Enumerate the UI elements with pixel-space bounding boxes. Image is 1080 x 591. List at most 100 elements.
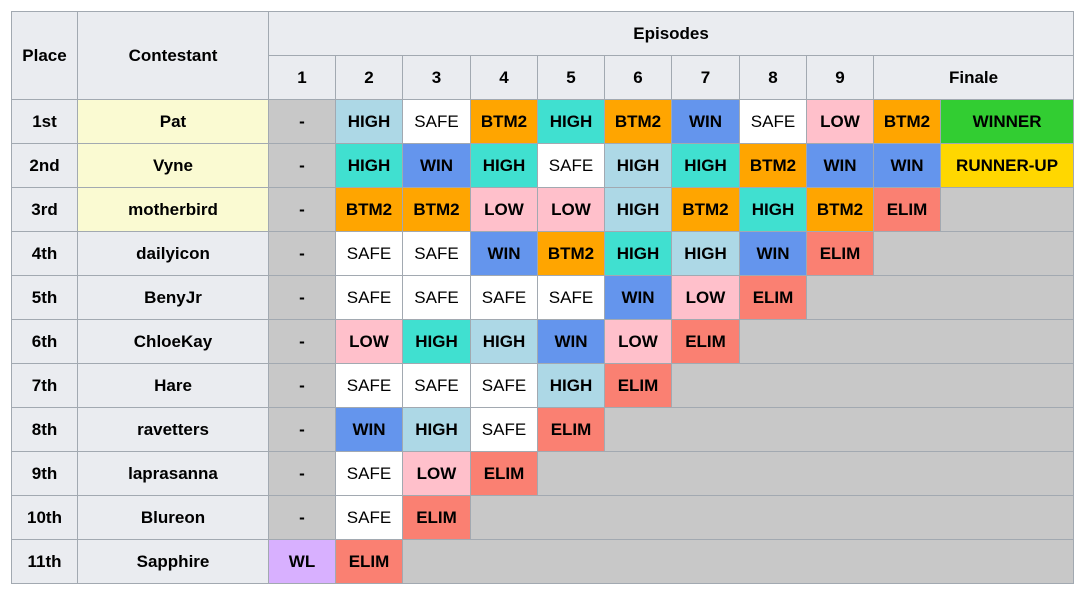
result: HIGH [671,231,740,276]
result: ELIM [873,187,941,232]
result: BTM2 [739,143,807,188]
result: ELIM [604,363,672,408]
contestant-name: Sapphire [77,539,269,584]
contestant-name: Hare [77,363,269,408]
result: WIN [604,275,672,320]
contestant-name: Blureon [77,495,269,540]
place: 8th [11,407,78,452]
result: WIN [873,143,941,188]
contestant-name: ChloeKay [77,319,269,364]
result: WIN [335,407,403,452]
result: BTM2 [335,187,403,232]
result: LOW [537,187,605,232]
result: HIGH [604,187,672,232]
result: ELIM [335,539,403,584]
episode-header: Finale [872,55,1075,100]
result: SAFE [537,143,605,188]
result: SAFE [335,275,403,320]
place: 10th [11,495,78,540]
result: WIN [470,231,538,276]
contestant-header: Contestant [77,11,269,100]
result: WIN [671,99,740,144]
result: WIN [402,143,471,188]
result: SAFE [470,363,538,408]
result: SAFE [537,275,605,320]
contestant-row: 10th Blureon - SAFE ELIM [11,495,1075,540]
contestant-row: 4th dailyicon - SAFE SAFE WIN BTM2 HIGH HIGH WIN E… [11,231,1075,276]
result: BTM2 [873,99,941,144]
result: - [268,451,336,496]
result: BTM2 [806,187,874,232]
result: - [268,187,336,232]
contestant-row: 2nd Vyne - HIGH WIN HIGH SAFE HIGH HIGH BTM2 WIN WI… [11,143,1075,188]
contestant-name: ravetters [77,407,269,452]
result: SAFE [402,231,471,276]
contestant-name: Pat [77,99,269,144]
episode-header: 7 [671,55,740,100]
result: HIGH [537,363,605,408]
result: ELIM [739,275,807,320]
result: LOW [671,275,740,320]
result: LOW [470,187,538,232]
empty-cell [670,363,1075,408]
result: HIGH [402,319,471,364]
result: LOW [402,451,471,496]
place: 11th [11,539,78,584]
empty-cell [738,319,1075,364]
result: - [268,495,336,540]
result: - [268,407,336,452]
empty-cell [536,451,1075,496]
episode-header: 1 [268,55,336,100]
place: 3rd [11,187,78,232]
contestant-row: 8th ravetters - WIN HIGH SAFE ELIM [11,407,1075,452]
result: ELIM [402,495,471,540]
result: SAFE [335,363,403,408]
contestant-name: motherbird [77,187,269,232]
place: 4th [11,231,78,276]
result: HIGH [537,99,605,144]
result: SAFE [335,495,403,540]
place: 1st [11,99,78,144]
result: WL [268,539,336,584]
place: 2nd [11,143,78,188]
result: ELIM [671,319,740,364]
contestant-row: 6th ChloeKay - LOW HIGH HIGH WIN LOW ELIM [11,319,1075,364]
empty-cell [939,187,1075,232]
contestant-row: 9th laprasanna - SAFE LOW ELIM [11,451,1075,496]
place: 6th [11,319,78,364]
episode-header: 9 [806,55,874,100]
empty-cell [872,231,1075,276]
episode-header: 4 [470,55,538,100]
result: WIN [739,231,807,276]
result: BTM2 [604,99,672,144]
result: HIGH [604,231,672,276]
result: HIGH [335,99,403,144]
results-table: Place Contestant Episodes 1 2 3 4 5 6 7 8 9 Final… [11,11,1075,584]
result: LOW [604,319,672,364]
result: HIGH [335,143,403,188]
contestant-row: 3rd motherbird - BTM2 BTM2 LOW LOW HIGH BTM2 HIGH… [11,187,1075,232]
result: SAFE [739,99,807,144]
result: ELIM [537,407,605,452]
result: SAFE [402,363,471,408]
place-header: Place [11,11,78,100]
result: - [268,231,336,276]
result: WINNER [939,99,1075,144]
result: BTM2 [402,187,471,232]
result: HIGH [470,319,538,364]
episode-header: 5 [537,55,605,100]
result: BTM2 [671,187,740,232]
contestant-row: 7th Hare - SAFE SAFE SAFE HIGH ELIM [11,363,1075,408]
empty-cell [401,539,1075,584]
result: SAFE [470,407,538,452]
result: HIGH [402,407,471,452]
place: 9th [11,451,78,496]
result: HIGH [671,143,740,188]
result: - [268,275,336,320]
result: SAFE [402,275,471,320]
episode-header: 8 [739,55,807,100]
result: RUNNER-UP [939,143,1075,188]
result: - [268,143,336,188]
result: - [268,99,336,144]
